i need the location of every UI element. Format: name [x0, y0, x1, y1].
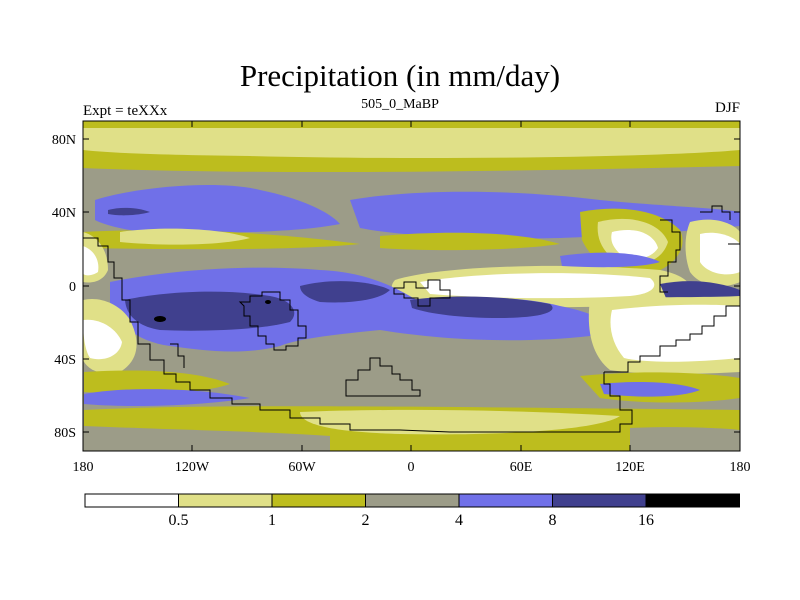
- field-tropical-wet-belt: [110, 267, 605, 352]
- experiment-label: Expt = teXXx: [83, 103, 168, 119]
- field-west-dry: [83, 246, 99, 276]
- outline-west-south: [83, 237, 633, 433]
- outline-east-3: [700, 205, 731, 220]
- lon-label-120e: 120E: [615, 460, 645, 475]
- field-north-band-light: [83, 128, 740, 158]
- colorbar-label-1: 1: [268, 512, 276, 529]
- colorbar-label-0: 0.5: [169, 512, 189, 529]
- lat-label-80s: 80S: [54, 426, 76, 441]
- field-equatorial-dry: [420, 273, 655, 299]
- field-sw-dry: [83, 319, 122, 360]
- lat-label-40s: 40S: [54, 353, 76, 368]
- field-storm-track-1: [95, 185, 340, 235]
- precipitation-field: [83, 121, 740, 451]
- period-label: 505_0_MaBP: [361, 97, 439, 112]
- field-southern-storm-east: [600, 382, 700, 397]
- outline-island: [170, 343, 185, 368]
- lon-label-180e: 180: [730, 460, 751, 475]
- field-storm-core: [108, 207, 150, 216]
- continent-outlines: [83, 205, 740, 433]
- colorbar-label-4: 8: [549, 512, 557, 529]
- lon-label-180w: 180: [73, 460, 94, 475]
- outline-interior-2: [393, 279, 451, 307]
- lon-label-0: 0: [408, 460, 415, 475]
- colorbar-swatch-2: [271, 493, 366, 508]
- colorbar-swatch-5: [552, 493, 647, 508]
- field-tropical-core-east: [410, 296, 553, 318]
- lon-label-60w: 60W: [288, 460, 316, 475]
- field-tropical-core-mid: [300, 281, 390, 303]
- field-south-polar-grey-east: [630, 427, 740, 451]
- lon-label-120w: 120W: [175, 460, 210, 475]
- field-southern-storm-west: [84, 389, 250, 406]
- outline-east-1: [604, 305, 740, 373]
- colorbar-swatch-1: [178, 493, 273, 508]
- lat-label-40n: 40N: [52, 206, 76, 221]
- lon-label-60e: 60E: [510, 460, 533, 475]
- field-max-cell-2: [265, 300, 271, 304]
- field-se-dry: [610, 304, 740, 362]
- field-south-polar-grey-west: [84, 426, 330, 451]
- season-label: DJF: [714, 100, 740, 116]
- field-max-cell: [154, 316, 166, 322]
- colorbar-swatch-6: [645, 493, 740, 508]
- field-wet-strip: [560, 252, 660, 268]
- colorbar-label-3: 4: [455, 512, 463, 529]
- map-title: Precipitation (in mm/day): [239, 58, 561, 93]
- lat-label-80n: 80N: [52, 133, 76, 148]
- outline-interior-1: [238, 291, 307, 351]
- colorbar-swatch-3: [365, 493, 460, 508]
- colorbar-label-5: 16: [638, 512, 654, 529]
- outline-east-2: [659, 219, 681, 293]
- field-nh-subtropic-light: [120, 228, 250, 245]
- colorbar-swatch-4: [458, 493, 553, 508]
- field-north-grey-strip: [83, 166, 740, 182]
- colorbar: 0.5 1 2 4 8 16: [84, 493, 740, 529]
- field-south-yellow-west: [84, 370, 230, 394]
- colorbar-label-2: 2: [362, 512, 370, 529]
- lat-label-0: 0: [69, 280, 76, 295]
- field-nh-yellow-2: [380, 232, 560, 251]
- field-south-polar-light: [300, 409, 620, 435]
- field-east-dry: [700, 232, 740, 275]
- axis-ticks: [82, 121, 741, 451]
- field-south-grey: [299, 349, 430, 382]
- field-ne-dry: [611, 229, 658, 259]
- field-tropical-core-west: [125, 291, 295, 331]
- longitude-labels: 180 120W 60W 0 60E 120E 180: [73, 460, 751, 475]
- colorbar-swatch-0: [84, 493, 179, 508]
- latitude-labels: 80N 40N 0 40S 80S: [52, 133, 76, 441]
- outline-interior-3: [345, 357, 421, 397]
